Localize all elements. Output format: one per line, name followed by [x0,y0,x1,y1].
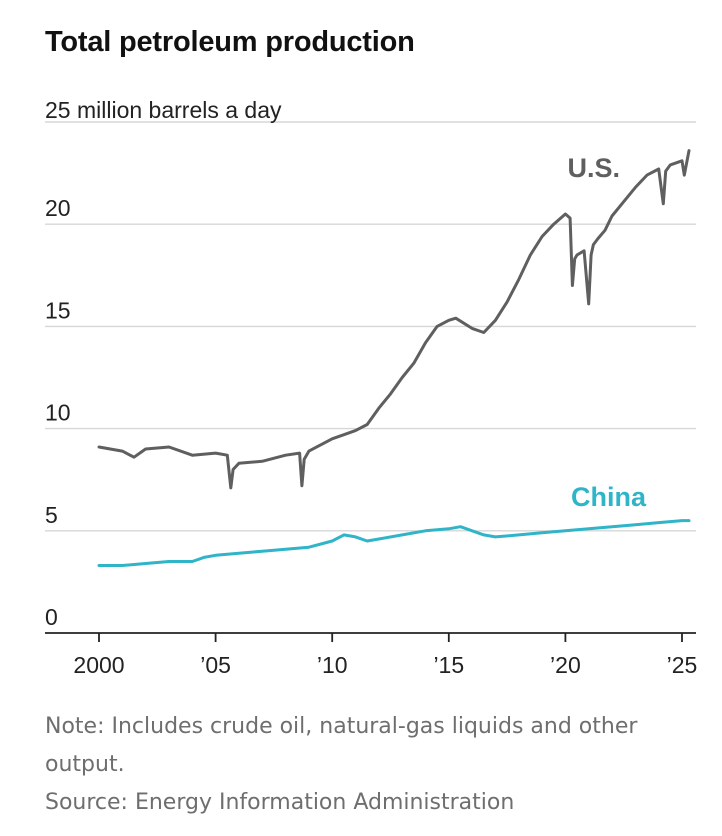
chart-title: Total petroleum production [45,26,415,58]
series-label-us: U.S. [567,153,620,183]
chart-note: Note: Includes crude oil, natural-gas li… [45,714,638,777]
gridlines [45,121,696,532]
y-tick-labels: 0 5 10 15 20 [45,195,71,630]
y-axis-unit-label: 25 million barrels a day [45,97,282,123]
x-tick-label-3: ’15 [433,652,464,678]
series-lines [97,149,691,567]
y-tick-label-20: 20 [45,195,71,221]
x-tick-label-5: ’25 [667,652,698,678]
line-chart: 25 million barrels a day 0 5 10 15 20 2000 ’0… [45,97,698,678]
y-tick-label-10: 10 [45,400,71,426]
x-tick-label-2: ’10 [317,652,348,678]
x-tick-label-1: ’05 [200,652,231,678]
y-tick-label-0: 0 [45,604,58,630]
series-line-us [97,149,691,490]
x-tick-label-0: 2000 [73,652,124,678]
y-tick-label-15: 15 [45,297,71,323]
series-label-china: China [571,482,647,512]
series-line-china [97,519,691,567]
chart-footer: Note: Includes crude oil, natural-gas li… [45,708,685,822]
y-tick-label-5: 5 [45,502,58,528]
series-labels: U.S. China [567,153,646,512]
x-tick-label-4: ’20 [550,652,581,678]
x-axis: 2000 ’05 ’10 ’15 ’20 ’25 [45,632,698,678]
chart-source: Source: Energy Information Administratio… [45,790,515,815]
